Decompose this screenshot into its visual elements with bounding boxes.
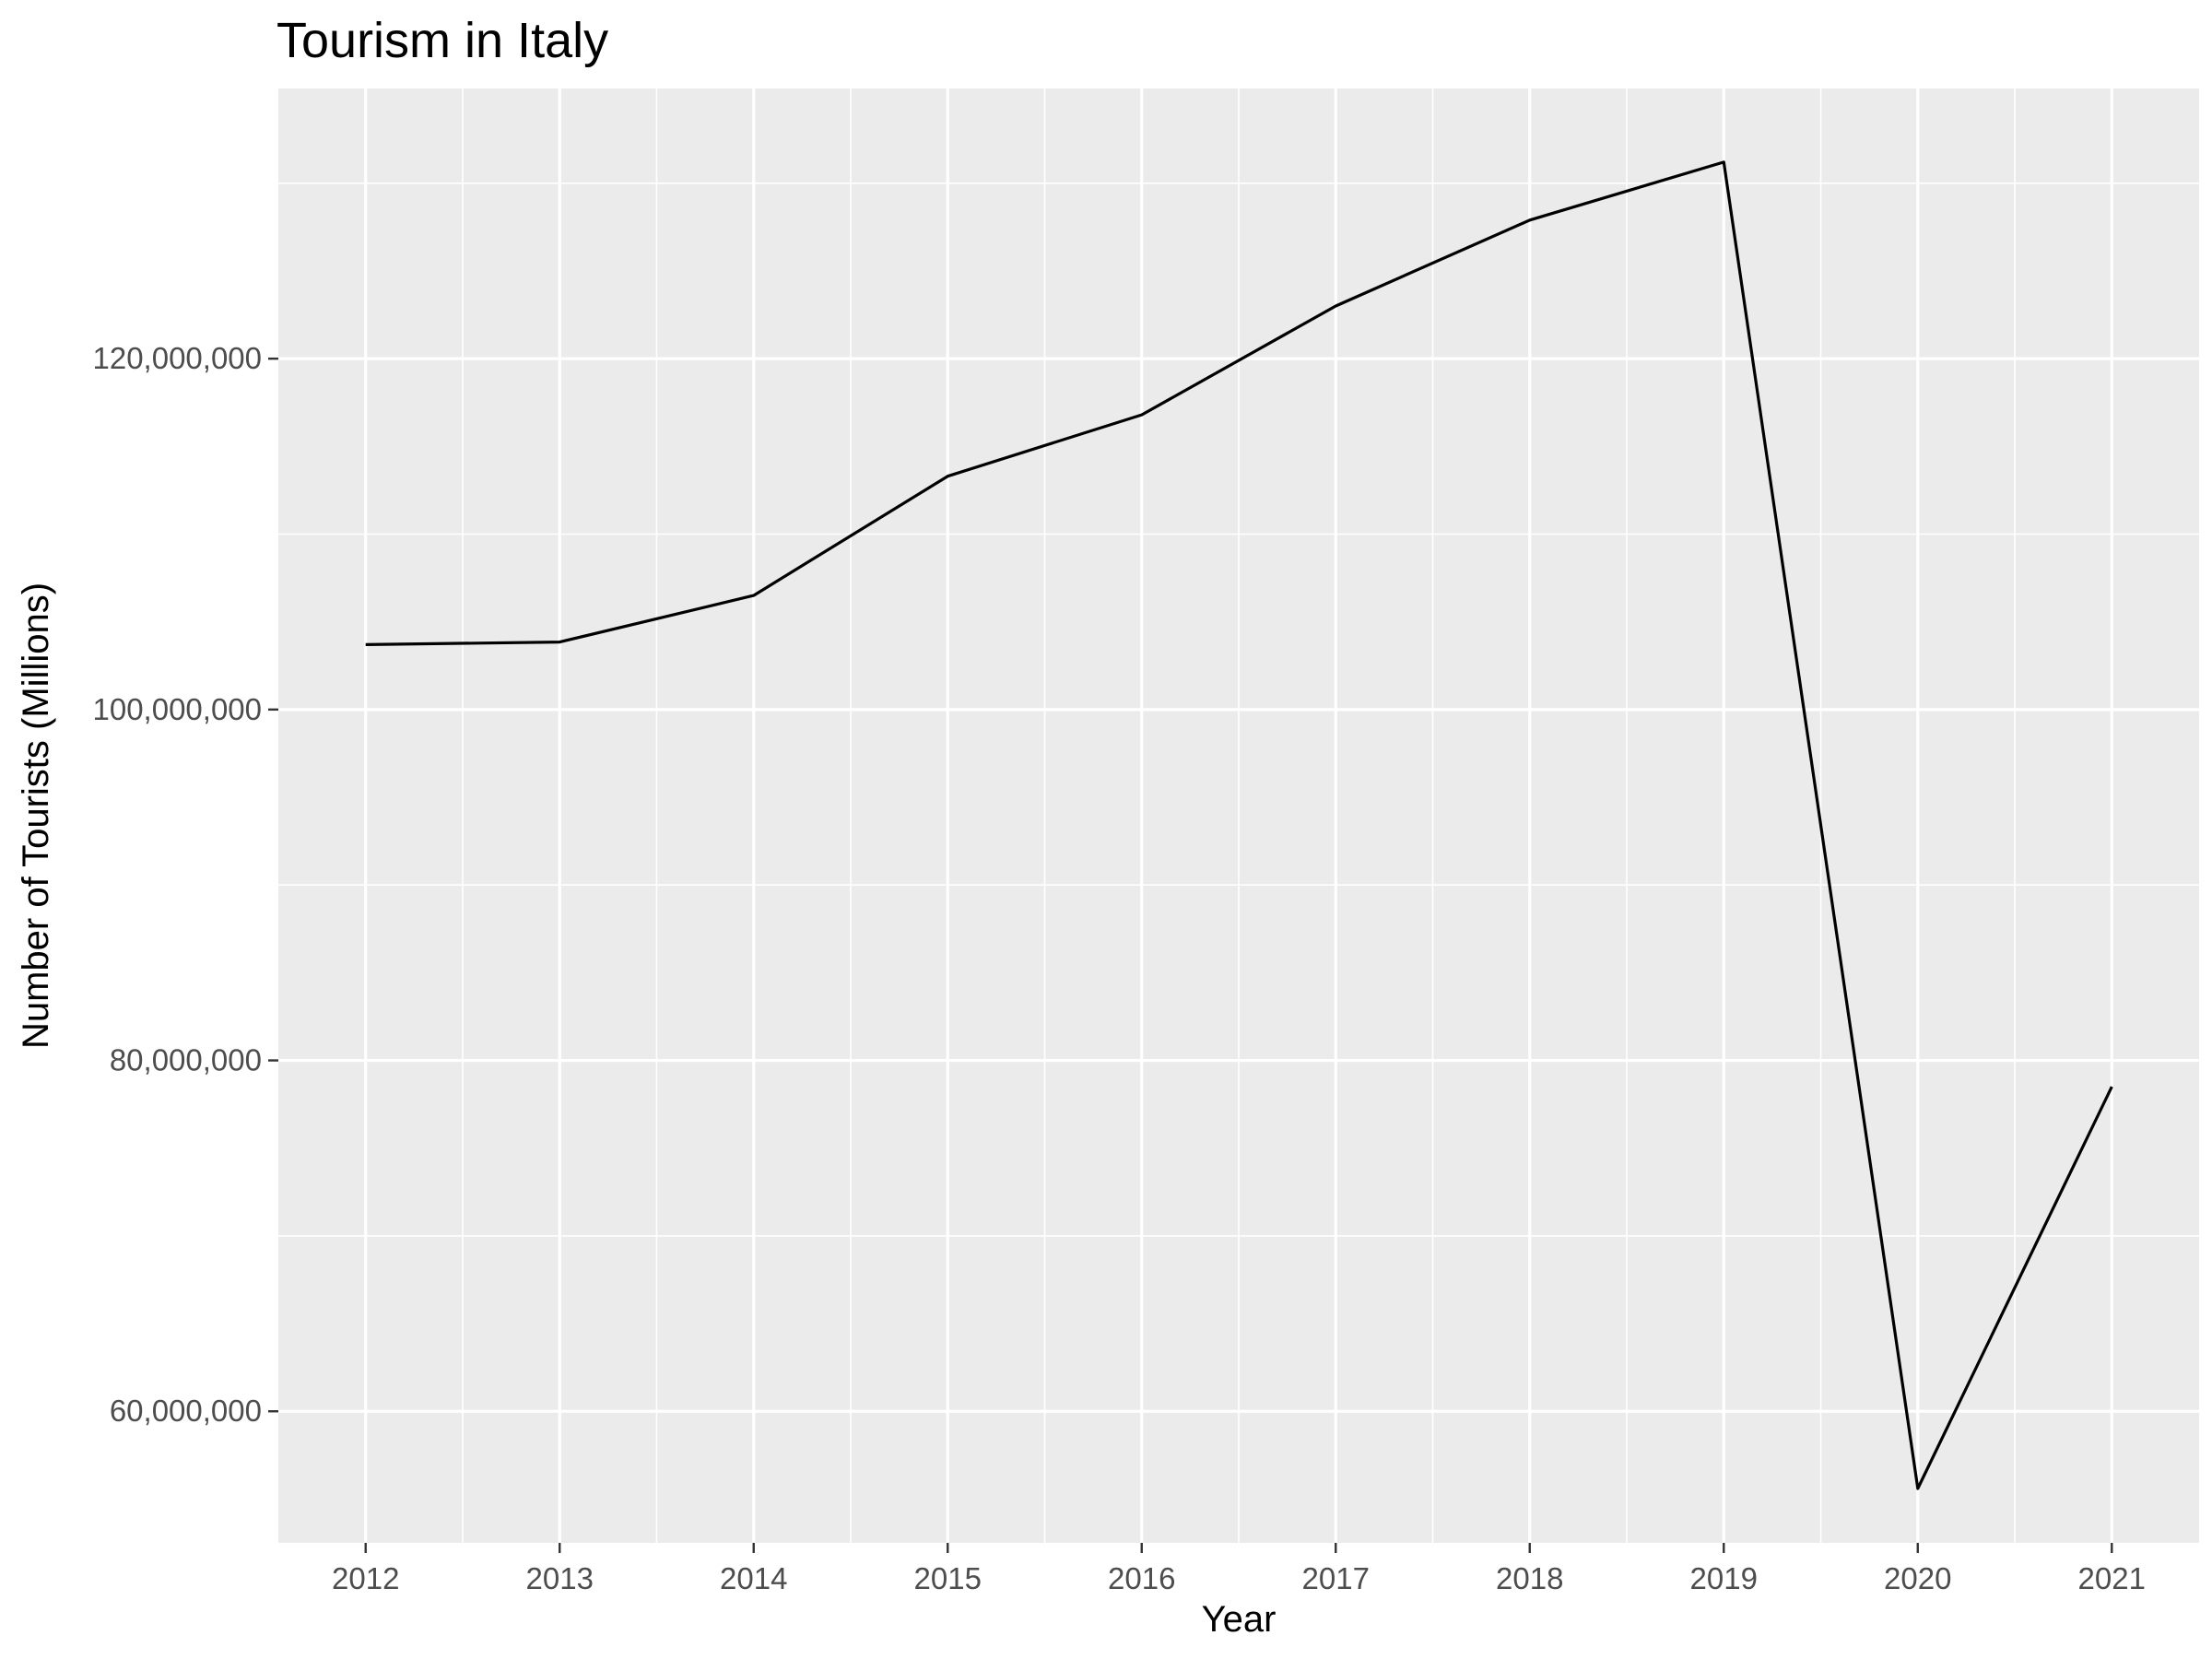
y-tick-label: 100,000,000	[92, 692, 262, 726]
y-tick-label: 80,000,000	[110, 1043, 262, 1077]
y-tick-label: 60,000,000	[110, 1394, 262, 1428]
x-tick-label: 2015	[914, 1561, 982, 1595]
major-gridlines	[278, 88, 2199, 1543]
x-tick-label: 2019	[1690, 1561, 1758, 1595]
x-tick-label: 2012	[332, 1561, 399, 1595]
series-layer	[365, 160, 2113, 1490]
x-tick-label: 2013	[526, 1561, 594, 1595]
y-axis-title: Number of Tourists (Millions)	[16, 582, 56, 1049]
chart-title: Tourism in Italy	[276, 13, 608, 68]
x-tick-label: 2020	[1884, 1561, 1951, 1595]
y-axis: 60,000,000 80,000,000 100,000,000 120,000,0…	[92, 341, 278, 1428]
x-axis-title: Year	[1202, 1599, 1277, 1640]
x-tick-label: 2014	[720, 1561, 787, 1595]
series-line	[365, 160, 2113, 1490]
x-tick-label: 2016	[1108, 1561, 1175, 1595]
x-axis: 2012 2013 2014 2015 2016 2017 2018 2019 2020 2021	[332, 1543, 2146, 1595]
x-tick-label: 2018	[1496, 1561, 1563, 1595]
minor-gridlines	[278, 88, 2199, 1543]
x-tick-label: 2021	[2078, 1561, 2146, 1595]
x-tick-label: 2017	[1302, 1561, 1370, 1595]
y-tick-label: 120,000,000	[92, 341, 262, 375]
